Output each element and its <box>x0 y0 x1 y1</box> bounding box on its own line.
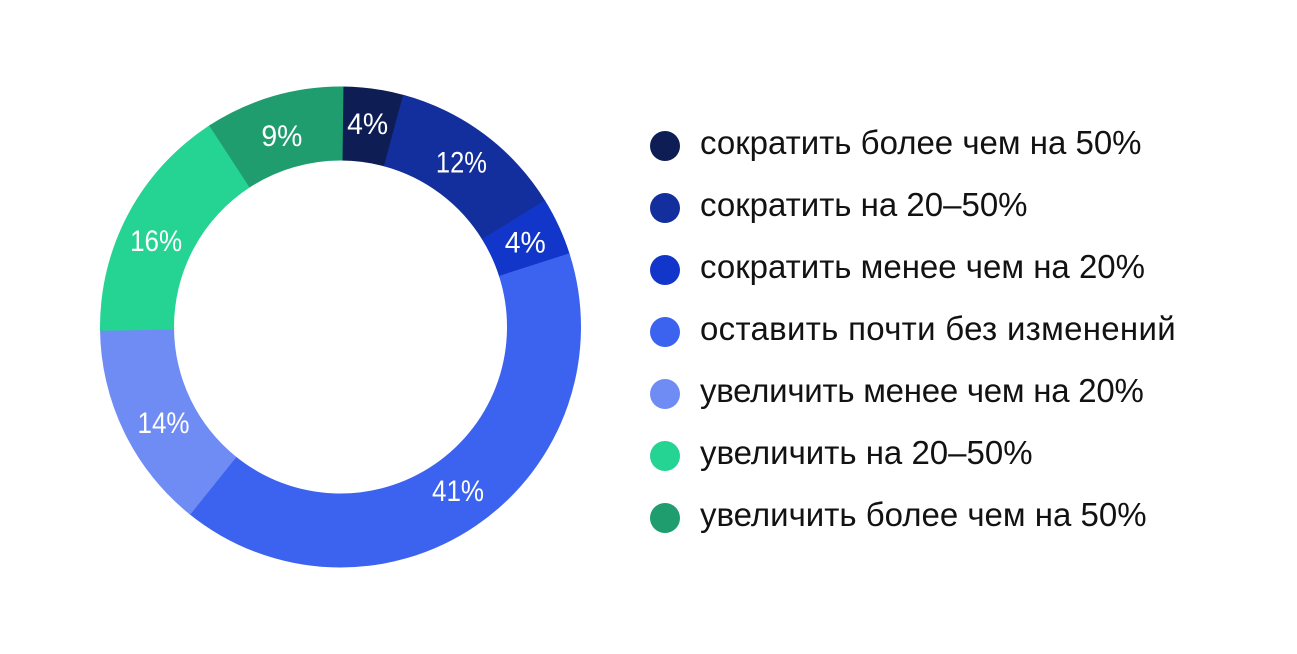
svg-text:16%: 16% <box>130 225 182 258</box>
svg-text:9%: 9% <box>261 120 302 153</box>
svg-text:41%: 41% <box>432 475 484 508</box>
svg-text:12%: 12% <box>436 147 487 180</box>
svg-text:4%: 4% <box>347 108 388 141</box>
svg-text:14%: 14% <box>138 407 190 440</box>
svg-text:4%: 4% <box>505 227 546 260</box>
